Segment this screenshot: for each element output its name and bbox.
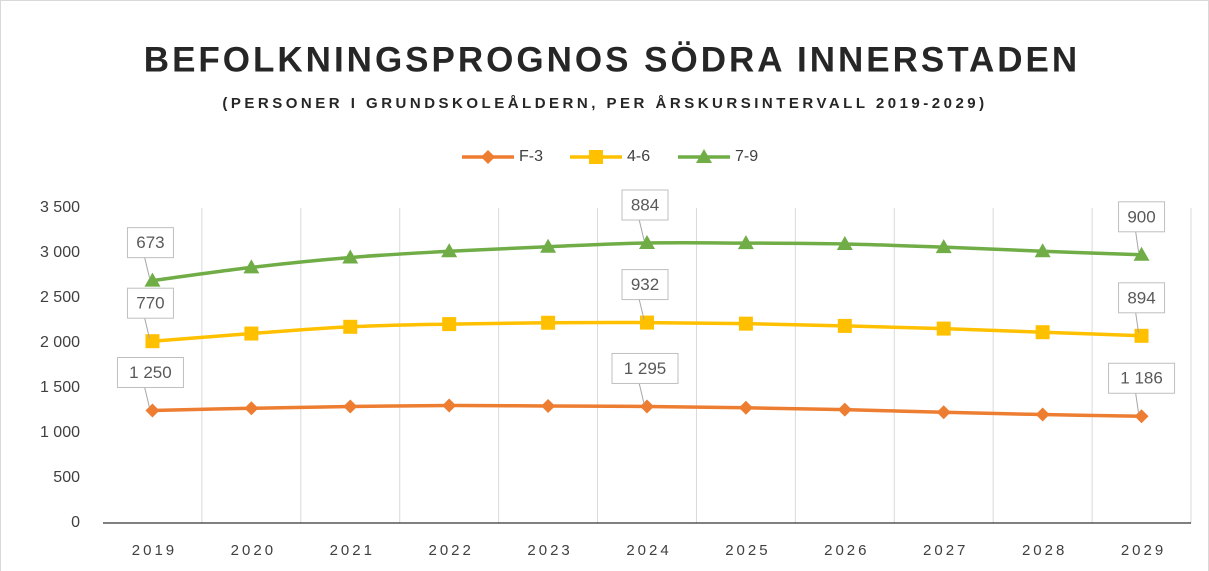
label-box (126, 227, 174, 259)
x-tick-label: 2029 (1121, 542, 1166, 559)
marker (696, 149, 712, 163)
marker (640, 399, 654, 414)
marker (640, 315, 654, 330)
marker (541, 315, 556, 330)
x-tick-label: 2022 (428, 542, 473, 559)
label-leader (1135, 230, 1140, 252)
chart-title: BEFOLKNINGSPROGNOS SÖDRA INNERSTADEN (144, 40, 1080, 79)
legend-label: 7-9 (735, 148, 758, 165)
marker (442, 317, 457, 332)
marker (837, 318, 852, 333)
label-box (1108, 362, 1176, 394)
data-label: 1 186 (1120, 369, 1163, 388)
data-label: 673 (136, 233, 164, 252)
y-tick-label: 1 500 (40, 379, 80, 396)
marker (243, 259, 260, 274)
x-tick-label: 2019 (132, 542, 177, 559)
data-label: 1 295 (624, 359, 667, 378)
y-tick-label: 0 (71, 514, 80, 531)
x-tick-label: 2027 (923, 542, 968, 559)
marker (342, 249, 359, 264)
label-leader (143, 317, 150, 339)
data-label: 894 (1127, 288, 1155, 307)
y-tick-label: 3 000 (40, 244, 80, 261)
data-label: 1 250 (129, 363, 172, 382)
marker (737, 235, 754, 250)
x-tick-label: 2024 (626, 542, 671, 559)
marker (244, 401, 259, 416)
y-tick-label: 500 (53, 469, 80, 486)
marker (540, 238, 557, 253)
marker (936, 405, 951, 420)
label-box (621, 189, 669, 221)
data-label: 770 (136, 294, 164, 313)
marker (1035, 407, 1050, 422)
marker (1035, 325, 1050, 340)
y-tick-label: 2 500 (40, 289, 80, 306)
marker (343, 399, 358, 414)
chart-subtitle: (PERSONER I GRUNDSKOLEÅLDERN, PER ÅRSKUR… (222, 95, 987, 112)
marker (738, 316, 753, 331)
data-label: 900 (1127, 207, 1155, 226)
x-tick-label: 2028 (1022, 542, 1067, 559)
marker (589, 150, 603, 164)
label-leader (638, 298, 645, 320)
x-tick-label: 2020 (231, 542, 276, 559)
label-box (1118, 282, 1166, 314)
marker (441, 243, 458, 258)
data-label: 932 (631, 275, 659, 294)
marker (481, 150, 495, 164)
label-leader (143, 256, 150, 278)
marker (1134, 409, 1149, 424)
x-tick-label: 2023 (527, 542, 572, 559)
label-box (1118, 201, 1166, 233)
marker (343, 319, 358, 334)
marker (836, 236, 853, 250)
label-leader (143, 386, 150, 408)
label-leader (1135, 311, 1140, 333)
marker (541, 399, 556, 413)
marker (1034, 243, 1051, 258)
marker (1134, 328, 1149, 343)
label-leader (638, 218, 645, 241)
x-tick-label: 2021 (330, 542, 375, 559)
marker (639, 235, 655, 250)
marker (738, 400, 753, 415)
legend-label: 4-6 (627, 148, 650, 165)
marker (144, 272, 161, 287)
marker (1133, 246, 1150, 261)
marker (145, 403, 160, 418)
marker (145, 334, 160, 349)
marker (837, 402, 852, 417)
label-box (126, 287, 174, 319)
label-box (621, 269, 669, 301)
marker (244, 326, 259, 341)
label-leader (1135, 392, 1140, 414)
y-tick-label: 1 000 (40, 424, 80, 441)
label-box (116, 357, 184, 388)
legend-label: F-3 (519, 148, 543, 165)
x-tick-label: 2025 (725, 542, 770, 559)
data-label: 884 (631, 195, 659, 214)
label-leader (638, 382, 645, 404)
marker (935, 239, 952, 254)
label-box (611, 352, 679, 384)
marker (936, 321, 951, 336)
y-tick-label: 2 000 (40, 334, 80, 351)
y-tick-label: 3 500 (40, 199, 80, 216)
marker (442, 398, 457, 413)
x-tick-label: 2026 (824, 542, 869, 559)
